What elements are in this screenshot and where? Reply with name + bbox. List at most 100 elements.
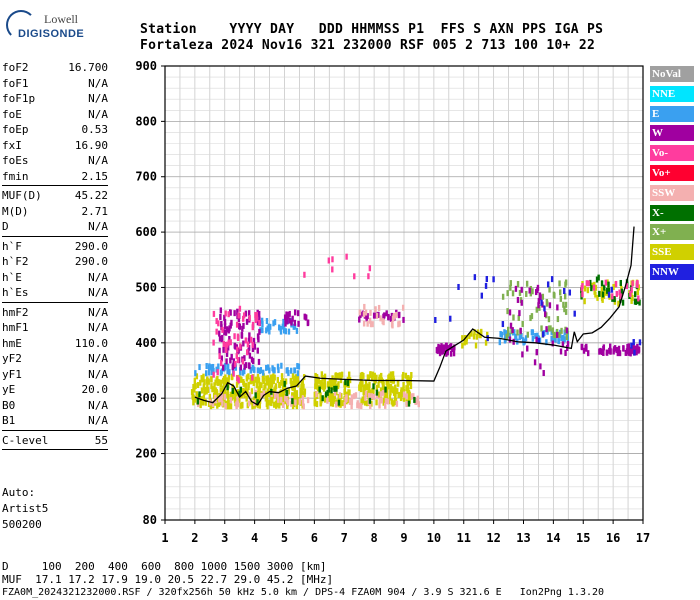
echo-point bbox=[236, 401, 240, 408]
echo-point bbox=[602, 344, 606, 351]
echo-point bbox=[193, 377, 197, 384]
echo-point bbox=[281, 390, 284, 397]
echo-point bbox=[399, 395, 403, 402]
echo-point bbox=[553, 292, 556, 299]
echo-point bbox=[190, 389, 194, 396]
echo-point bbox=[236, 335, 240, 342]
echo-point bbox=[291, 392, 294, 399]
digisonde-logo: Lowell DIGISONDE bbox=[4, 6, 94, 42]
param-value: N/A bbox=[88, 398, 108, 412]
param-name: hmE bbox=[2, 336, 22, 350]
echo-point bbox=[369, 371, 372, 378]
echo-point bbox=[417, 401, 420, 408]
echo-point bbox=[215, 318, 218, 325]
echo-point bbox=[218, 353, 221, 360]
echo-point bbox=[438, 350, 442, 357]
echo-point bbox=[293, 323, 297, 330]
echo-point bbox=[212, 339, 215, 346]
legend-item-noval: NoVal bbox=[650, 66, 694, 82]
echo-point bbox=[230, 394, 234, 401]
echo-point bbox=[600, 286, 604, 293]
legend-item-nnw: NNW bbox=[650, 264, 694, 280]
echo-point bbox=[220, 395, 223, 402]
echo-point bbox=[535, 336, 538, 343]
echo-point bbox=[200, 387, 204, 394]
echo-point bbox=[484, 339, 488, 346]
echo-point bbox=[235, 353, 238, 360]
echo-point bbox=[256, 347, 259, 354]
echo-point bbox=[373, 372, 376, 379]
echo-point bbox=[519, 327, 522, 334]
echo-point bbox=[330, 387, 333, 394]
echo-point bbox=[282, 397, 285, 404]
echo-point bbox=[202, 373, 205, 380]
echo-point bbox=[521, 321, 524, 328]
echo-point bbox=[381, 384, 385, 391]
echo-point bbox=[445, 350, 448, 357]
echo-point bbox=[516, 329, 519, 336]
echo-point bbox=[315, 401, 319, 408]
param-value: 110.0 bbox=[74, 336, 108, 350]
echo-point bbox=[392, 400, 395, 407]
echo-point bbox=[210, 376, 213, 383]
echo-point bbox=[239, 343, 242, 350]
echo-point bbox=[525, 290, 528, 297]
echo-point bbox=[244, 362, 248, 369]
echo-point bbox=[248, 363, 251, 370]
echo-point bbox=[368, 265, 372, 272]
echo-point bbox=[600, 349, 604, 356]
param-row-yf2: yF2 N/A bbox=[2, 351, 108, 366]
auto-artist: Artist5 bbox=[2, 502, 49, 515]
echo-point bbox=[224, 342, 228, 349]
param-name: hmF1 bbox=[2, 321, 29, 334]
echo-point bbox=[551, 340, 554, 347]
echo-point bbox=[298, 398, 301, 405]
y-tick-label: 400 bbox=[135, 336, 157, 350]
echo-point bbox=[526, 331, 529, 338]
echo-point bbox=[239, 376, 242, 383]
param-value: N/A bbox=[88, 367, 108, 381]
param-name: foF2 bbox=[2, 61, 29, 74]
legend-item-ssw: SSW bbox=[650, 184, 694, 201]
echo-point bbox=[258, 316, 261, 323]
echo-point bbox=[632, 339, 635, 346]
echo-point bbox=[299, 387, 303, 394]
echo-point bbox=[265, 379, 269, 386]
echo-point bbox=[499, 331, 502, 338]
echo-point bbox=[402, 382, 405, 389]
echo-point bbox=[262, 369, 265, 376]
echo-point bbox=[602, 350, 605, 357]
echo-point bbox=[283, 380, 286, 387]
echo-point bbox=[223, 389, 227, 396]
logo-digisonde-text: DIGISONDE bbox=[18, 28, 85, 40]
echo-point bbox=[635, 349, 638, 356]
echo-point bbox=[397, 312, 401, 319]
echo-point bbox=[210, 369, 214, 376]
y-tick-label: 600 bbox=[135, 225, 157, 239]
echo-point bbox=[219, 307, 223, 314]
echo-point bbox=[637, 284, 640, 291]
echo-point bbox=[593, 288, 596, 295]
echo-point bbox=[501, 293, 505, 300]
echo-point bbox=[278, 382, 282, 389]
echo-point bbox=[262, 377, 265, 384]
echo-point bbox=[547, 325, 551, 332]
echo-point bbox=[353, 273, 356, 280]
param-value: 16.700 bbox=[68, 61, 108, 74]
echo-point bbox=[294, 399, 297, 406]
param-value: 0.53 bbox=[81, 123, 109, 136]
echo-point bbox=[634, 345, 637, 352]
param-row-hf2: h`F2 290.0 bbox=[2, 254, 108, 269]
echo-point bbox=[219, 379, 223, 386]
echo-point bbox=[282, 382, 285, 389]
echo-point bbox=[334, 373, 337, 380]
echo-point bbox=[220, 355, 224, 362]
echo-point bbox=[558, 280, 561, 287]
echo-point bbox=[223, 314, 226, 321]
echo-point bbox=[362, 384, 365, 391]
echo-point bbox=[278, 402, 281, 409]
echo-point bbox=[585, 280, 589, 287]
echo-point bbox=[223, 393, 226, 400]
echo-point bbox=[617, 300, 620, 307]
echo-point bbox=[564, 349, 567, 356]
